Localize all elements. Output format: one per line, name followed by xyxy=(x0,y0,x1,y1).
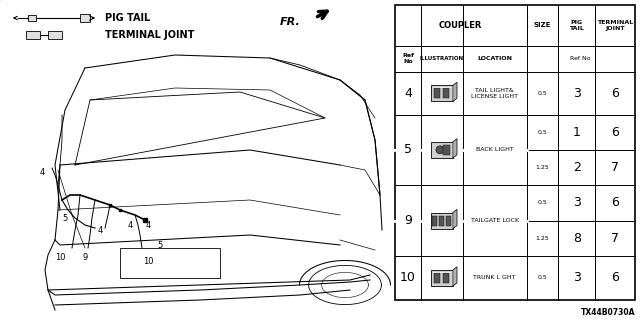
Bar xyxy=(433,215,437,226)
Polygon shape xyxy=(453,139,457,158)
Bar xyxy=(431,270,453,286)
Circle shape xyxy=(436,146,444,154)
Bar xyxy=(445,215,451,226)
Text: 8: 8 xyxy=(573,232,581,245)
Text: COUPLER: COUPLER xyxy=(439,21,483,30)
Text: 9: 9 xyxy=(404,214,412,227)
Text: PIG
TAIL: PIG TAIL xyxy=(570,20,584,31)
Bar xyxy=(26,31,40,39)
Bar xyxy=(443,273,449,283)
Text: 4: 4 xyxy=(145,220,150,229)
Text: 1.25: 1.25 xyxy=(536,165,549,170)
Text: 5: 5 xyxy=(404,143,412,156)
Bar xyxy=(434,273,440,283)
Text: 1.25: 1.25 xyxy=(536,236,549,241)
Text: 0.5: 0.5 xyxy=(538,130,547,135)
Text: ILLUSTRATION: ILLUSTRATION xyxy=(420,56,464,61)
Text: 3: 3 xyxy=(573,196,580,209)
Polygon shape xyxy=(453,210,457,228)
Bar xyxy=(80,14,90,22)
Text: 6: 6 xyxy=(611,271,619,284)
Text: 0.5: 0.5 xyxy=(538,276,547,280)
Text: 6: 6 xyxy=(611,126,619,139)
Bar xyxy=(431,142,453,158)
Polygon shape xyxy=(453,82,457,101)
Text: FR.: FR. xyxy=(280,17,301,27)
Text: TX44B0730A: TX44B0730A xyxy=(580,308,635,317)
Bar xyxy=(120,248,220,278)
Text: TERMINAL JOINT: TERMINAL JOINT xyxy=(105,30,195,40)
Text: 2: 2 xyxy=(573,161,580,174)
Text: LOCATION: LOCATION xyxy=(477,56,512,61)
Text: 5: 5 xyxy=(62,213,68,222)
Bar xyxy=(443,88,449,98)
Bar xyxy=(439,215,444,226)
Text: Ref
No: Ref No xyxy=(402,53,414,64)
Bar xyxy=(395,5,635,300)
Text: SIZE: SIZE xyxy=(534,22,551,28)
Polygon shape xyxy=(453,267,457,286)
Bar xyxy=(28,15,36,21)
Text: TRUNK L GHT: TRUNK L GHT xyxy=(474,276,516,280)
Text: 10: 10 xyxy=(143,258,153,267)
Text: TAILGATE LOCK: TAILGATE LOCK xyxy=(470,218,519,223)
Bar xyxy=(431,85,453,101)
Text: TAIL LIGHT&
LICENSE LIGHT: TAIL LIGHT& LICENSE LIGHT xyxy=(471,88,518,99)
Text: 7: 7 xyxy=(611,232,620,245)
Text: 0.5: 0.5 xyxy=(538,200,547,205)
Text: 6: 6 xyxy=(611,87,619,100)
Text: Ref No: Ref No xyxy=(570,56,591,61)
Text: BACK LIGHT: BACK LIGHT xyxy=(476,147,513,152)
Text: 9: 9 xyxy=(83,253,88,262)
Text: 1: 1 xyxy=(573,126,580,139)
Bar xyxy=(434,88,440,98)
Text: 4: 4 xyxy=(127,220,132,229)
Bar xyxy=(48,31,62,39)
Text: 3: 3 xyxy=(573,271,580,284)
Text: 4: 4 xyxy=(404,87,412,100)
Text: 6: 6 xyxy=(611,196,619,209)
Text: 7: 7 xyxy=(611,161,620,174)
Text: 10: 10 xyxy=(55,253,65,262)
Text: PIG TAIL: PIG TAIL xyxy=(105,13,150,23)
Text: TERMINAL
JOINT: TERMINAL JOINT xyxy=(597,20,634,31)
Text: 4: 4 xyxy=(40,167,45,177)
Text: 0.5: 0.5 xyxy=(538,91,547,96)
Text: 10: 10 xyxy=(400,271,416,284)
Text: 4: 4 xyxy=(97,226,102,235)
Bar xyxy=(431,212,453,228)
Bar xyxy=(443,145,450,155)
Text: 3: 3 xyxy=(573,87,580,100)
Text: 5: 5 xyxy=(157,241,163,250)
